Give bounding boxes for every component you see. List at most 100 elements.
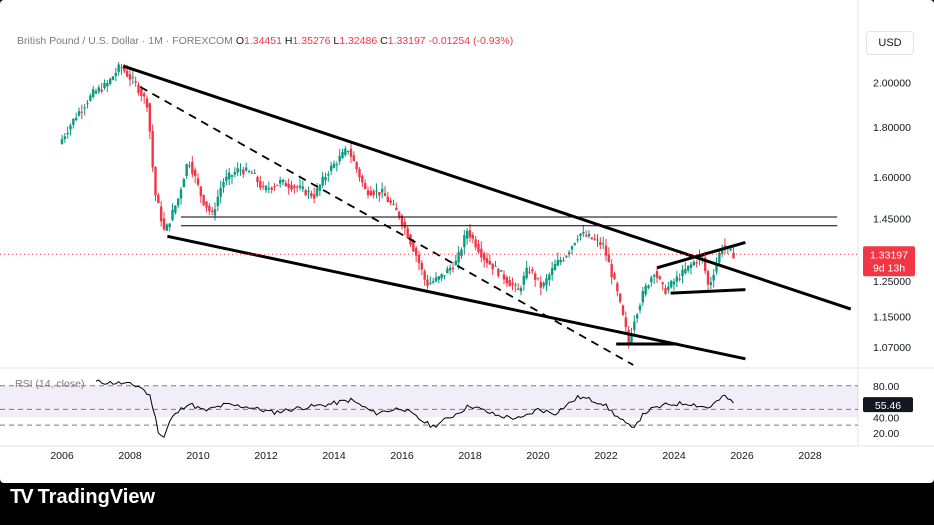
candle-body [315,188,319,196]
candle-body [188,165,191,167]
candle-body [485,258,489,263]
candle-body [400,215,404,226]
candle-body [412,241,415,252]
candle-body [179,189,183,199]
low-label: L [333,35,340,47]
candle-body [528,271,531,273]
candle-body [298,185,302,188]
candle-body [261,185,265,187]
candle-body [434,277,438,282]
price-tag-value: 1.33197 [870,249,908,261]
candle-body [570,246,574,250]
candle-body [491,263,494,270]
candle-body [140,88,143,96]
candle-body [233,172,237,175]
candle-body [208,205,211,212]
candle-body [202,195,205,205]
trendline-wedge-top[interactable] [656,240,746,270]
candle-body [686,265,690,271]
candle-body [327,174,330,176]
candle-body [278,180,282,184]
candle-body [145,98,149,108]
candle-body [210,210,214,213]
trendline-wedge-bottom[interactable] [670,288,746,295]
candle-body [239,169,242,171]
candle-body [607,254,611,263]
candle-body [519,287,523,292]
candle-body [567,252,571,254]
candle-body [378,192,381,196]
candle-body [293,185,296,188]
currency-button[interactable]: USD [866,31,914,55]
candle-body [94,91,98,94]
candle-body [72,118,75,125]
x-tick-label: 2018 [458,450,482,462]
high-value: 1.35276 [292,35,331,47]
trendline-upper-channel[interactable] [122,64,852,311]
chart-canvas[interactable]: 2.00000 1.80000 1.60000 1.45000 1.25000 1.150… [0,0,934,483]
candle-body [174,205,177,213]
candle-body [426,279,429,287]
candle-body [545,278,548,285]
candle-body [692,261,696,266]
candle-body [182,179,186,188]
candle-body [465,230,469,239]
candle-body [562,259,565,261]
candle-body [522,275,526,285]
symbol-legend[interactable]: British Pound / U.S. Dollar · 1M · FOREX… [17,35,513,47]
candle-body [151,131,154,168]
candle-body [341,151,344,159]
candle-body [386,196,390,202]
candle-body [380,188,384,193]
close-value: 1.33197 [387,35,426,47]
candle-body [474,239,477,248]
candle-body [69,125,72,130]
candle-body [720,248,724,254]
candle-body [253,172,256,174]
trendline-lower-channel[interactable] [167,234,746,361]
candle-body [159,206,163,222]
rsi-value-text: 55.46 [875,400,901,412]
candle-body [199,186,203,197]
candle-body [134,81,137,83]
rsi-tick-label: 40.00 [873,412,899,424]
candle-body [616,283,619,292]
candle-body [576,239,579,241]
candle-body [406,228,409,239]
candle-body [533,273,537,280]
candle-body [193,169,197,177]
candle-body [732,252,735,259]
candle-body [514,284,517,286]
candle-body [448,267,452,271]
candle-body [610,264,613,278]
candle-body [565,256,568,258]
candle-body [556,259,560,266]
symbol-name: British Pound / U.S. Dollar · 1M · FOREX… [17,35,233,47]
candle-body [196,178,200,185]
candle-body [658,276,662,280]
candle-body [579,233,582,236]
open-label: O [235,35,244,47]
candle-body [712,274,715,281]
x-tick-label: 2010 [186,450,210,462]
x-tick-label: 2028 [798,450,822,462]
candle-body [729,248,732,251]
candle-body [230,175,234,177]
candle-body [494,265,497,267]
candle-body [499,270,503,272]
rsi-band [0,385,858,418]
tradingview-logo[interactable]: TV TradingView [10,486,155,509]
candle-body [613,273,616,280]
candle-body [142,93,146,97]
candle-body [417,254,421,264]
candle-body [531,269,534,272]
candle-body [106,83,109,87]
candle-body [635,314,639,319]
candle-body [242,169,245,175]
candle-group [60,62,735,349]
x-tick-label: 2008 [118,450,142,462]
candle-body [508,279,511,287]
candle-body [256,176,259,183]
low-value: 1.32486 [339,35,378,47]
candle-body [125,70,129,77]
